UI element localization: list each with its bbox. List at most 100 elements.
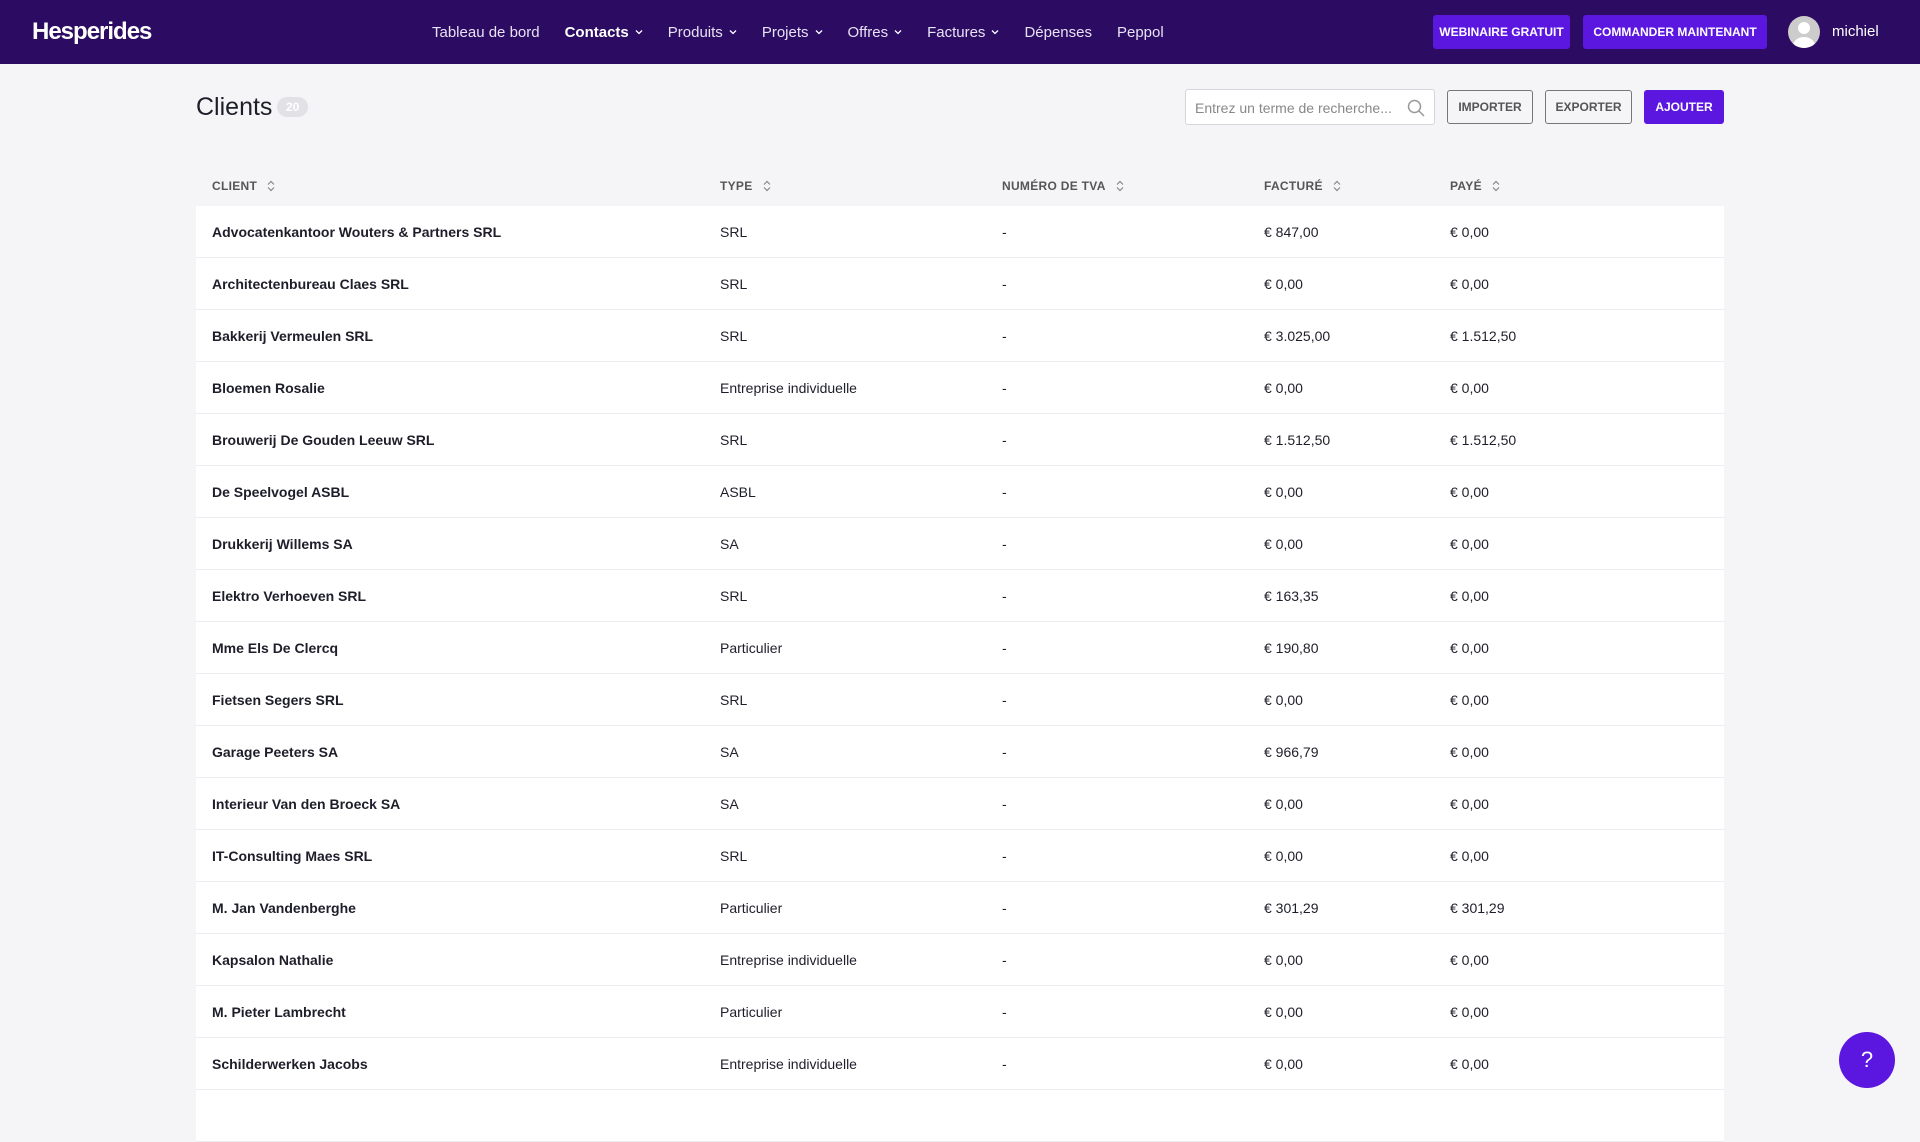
- table-cell: SA: [720, 535, 739, 552]
- page-title: Clients: [196, 93, 273, 121]
- avatar[interactable]: [1788, 16, 1820, 48]
- search-input[interactable]: Entrez un terme de recherche...: [1185, 89, 1435, 125]
- table-cell: € 0,00: [1450, 379, 1489, 396]
- table-cell: Architectenbureau Claes SRL: [212, 275, 409, 292]
- column-header[interactable]: TYPE: [720, 165, 771, 206]
- table-cell: Kapsalon Nathalie: [212, 951, 334, 968]
- table-row[interactable]: Drukkerij Willems SA SA - € 0,00 € 0,00: [196, 518, 1724, 570]
- table-row[interactable]: De Speelvogel ASBL ASBL - € 0,00 € 0,00: [196, 466, 1724, 518]
- chevron: [815, 30, 822, 35]
- column-label: NUMÉRO DE TVA: [1002, 178, 1106, 193]
- table-cell: SRL: [720, 587, 748, 604]
- table-row[interactable]: M. Jan Vandenberghe Particulier - € 301,29 €…: [196, 882, 1724, 934]
- table-row[interactable]: Schilderwerken Jacobs Entreprise individu…: [196, 1038, 1724, 1090]
- webinar-button[interactable]: WEBINAIRE GRATUIT: [1433, 15, 1570, 49]
- table-cell: € 1.512,50: [1450, 431, 1517, 448]
- table-cell: SRL: [720, 691, 748, 708]
- table-cell: € 0,00: [1264, 379, 1303, 396]
- column-header[interactable]: CLIENT: [212, 165, 275, 206]
- table-row[interactable]: Mme Els De Clercq Particulier - € 190,80 € 0…: [196, 622, 1724, 674]
- add-button[interactable]: AJOUTER: [1644, 90, 1724, 124]
- nav-label: Contacts: [564, 23, 629, 41]
- table-cell: € 0,00: [1264, 275, 1303, 292]
- nav-item[interactable]: Contacts: [565, 24, 643, 41]
- table-cell: Particulier: [720, 639, 783, 656]
- table-row[interactable]: Fietsen Segers SRL SRL - € 0,00 € 0,00: [196, 674, 1724, 726]
- table-cell: SA: [720, 795, 739, 812]
- table-cell: -: [1002, 795, 1007, 812]
- table-row[interactable]: M. Pieter Lambrecht Particulier - € 0,00 € 0…: [196, 986, 1724, 1038]
- table-cell: -: [1002, 899, 1007, 916]
- export-button[interactable]: EXPORTER: [1545, 90, 1632, 124]
- table-cell: € 0,00: [1450, 691, 1489, 708]
- table-cell: Mme Els De Clercq: [212, 639, 339, 656]
- table-row[interactable]: Kapsalon Nathalie Entreprise individuelle…: [196, 934, 1724, 986]
- table-cell: SRL: [720, 275, 748, 292]
- table-cell: IT-Consulting Maes SRL: [212, 847, 373, 864]
- table-cell: € 301,29: [1264, 899, 1319, 916]
- table-cell: SRL: [720, 327, 748, 344]
- table-cell: € 0,00: [1264, 691, 1303, 708]
- table-row[interactable]: Architectenbureau Claes SRL SRL - € 0,00 € 0…: [196, 258, 1724, 310]
- table-cell: Brouwerij De Gouden Leeuw SRL: [212, 431, 435, 448]
- table-cell: SRL: [720, 223, 748, 240]
- table-cell: -: [1002, 743, 1007, 760]
- column-header[interactable]: NUMÉRO DE TVA: [1002, 165, 1124, 206]
- table-row[interactable]: Brouwerij De Gouden Leeuw SRL SRL - € 1.512…: [196, 414, 1724, 466]
- menu: Tableau de bord Contacts Produits Projets Of…: [432, 0, 1164, 64]
- table-cell: Garage Peeters SA: [212, 743, 339, 760]
- navbar: Hesperides Tableau de bord Contacts Produi…: [0, 0, 1920, 64]
- table-cell: € 0,00: [1450, 223, 1489, 240]
- table-cell: -: [1002, 691, 1007, 708]
- table-cell: € 0,00: [1450, 275, 1489, 292]
- nav-item[interactable]: Dépenses: [1024, 24, 1092, 41]
- table-row[interactable]: Bakkerij Vermeulen SRL SRL - € 3.025,00 € 1.…: [196, 310, 1724, 362]
- nav-item[interactable]: Produits: [668, 24, 737, 41]
- table-cell: SA: [720, 743, 739, 760]
- table-cell: € 3.025,00: [1264, 327, 1331, 344]
- column-header[interactable]: FACTURÉ: [1264, 165, 1341, 206]
- table-cell: Advocatenkantoor Wouters & Partners SRL: [212, 223, 502, 240]
- table-row[interactable]: Interieur Van den Broeck SA SA - € 0,00 € 0,…: [196, 778, 1724, 830]
- nav-item[interactable]: Projets: [762, 24, 823, 41]
- table-cell: € 0,00: [1450, 795, 1489, 812]
- table-row: [196, 1090, 1724, 1142]
- table-cell: € 0,00: [1264, 535, 1303, 552]
- table-row[interactable]: Elektro Verhoeven SRL SRL - € 163,35 € 0,00: [196, 570, 1724, 622]
- table-cell: € 0,00: [1264, 483, 1303, 500]
- table-cell: € 0,00: [1450, 1055, 1489, 1072]
- table-cell: De Speelvogel ASBL: [212, 483, 350, 500]
- nav-label: Dépenses: [1024, 23, 1092, 41]
- chevron: [635, 30, 643, 35]
- table-cell: € 0,00: [1450, 951, 1489, 968]
- nav-item[interactable]: Peppol: [1117, 24, 1164, 41]
- table-cell: € 1.512,50: [1264, 431, 1331, 448]
- table-row[interactable]: Bloemen Rosalie Entreprise individuelle - €…: [196, 362, 1724, 414]
- table-cell: € 0,00: [1264, 1055, 1303, 1072]
- table-cell: € 0,00: [1450, 847, 1489, 864]
- table-cell: € 847,00: [1264, 223, 1319, 240]
- table-row[interactable]: IT-Consulting Maes SRL SRL - € 0,00 € 0,00: [196, 830, 1724, 882]
- table-cell: -: [1002, 639, 1007, 656]
- table-row[interactable]: Advocatenkantoor Wouters & Partners SRL S…: [196, 206, 1724, 258]
- table-cell: € 0,00: [1450, 639, 1489, 656]
- table-row[interactable]: Garage Peeters SA SA - € 966,79 € 0,00: [196, 726, 1724, 778]
- column-header[interactable]: PAYÉ: [1450, 165, 1500, 206]
- help-button[interactable]: ?: [1839, 1032, 1895, 1088]
- nav-item[interactable]: Offres: [848, 24, 903, 41]
- table-cell: € 0,00: [1264, 951, 1303, 968]
- table-cell: Fietsen Segers SRL: [212, 691, 344, 708]
- nav-item[interactable]: Factures: [927, 24, 999, 41]
- table-cell: -: [1002, 223, 1007, 240]
- table-cell: € 1.512,50: [1450, 327, 1517, 344]
- logo[interactable]: Hesperides: [32, 18, 152, 45]
- import-button[interactable]: IMPORTER: [1447, 90, 1533, 124]
- table-cell: -: [1002, 951, 1007, 968]
- table-cell: ASBL: [720, 483, 756, 500]
- table-cell: Particulier: [720, 1003, 783, 1020]
- order-button[interactable]: COMMANDER MAINTENANT: [1583, 15, 1767, 49]
- nav-item[interactable]: Tableau de bord: [432, 24, 540, 41]
- username[interactable]: michiel: [1832, 23, 1879, 40]
- table-cell: Bakkerij Vermeulen SRL: [212, 327, 374, 344]
